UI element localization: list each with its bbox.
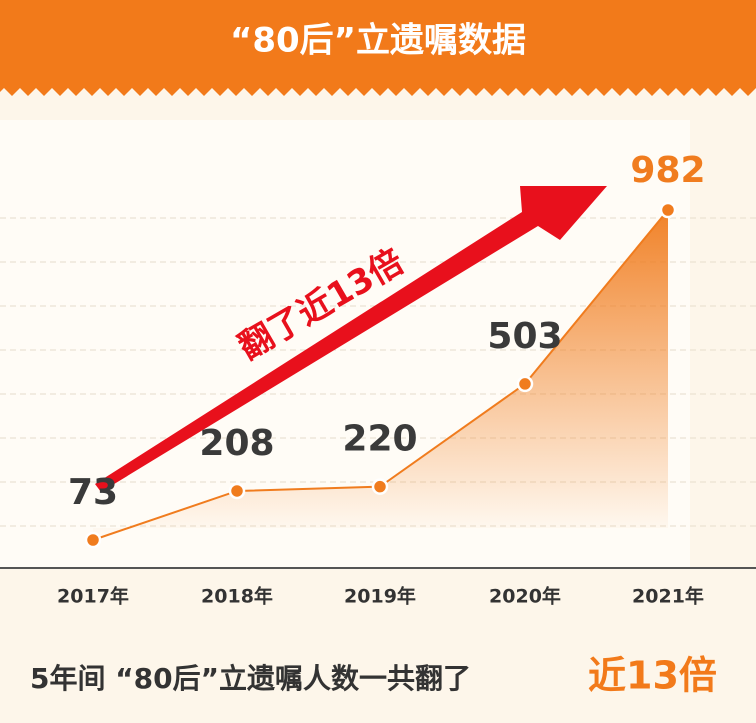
value-label: 208 <box>199 423 274 464</box>
trend-arrow <box>95 186 607 492</box>
area <box>93 210 668 540</box>
footer-text: 5年间 “80后”立遗嘱人数一共翻了 <box>30 662 471 695</box>
x-tick-label: 2018年 <box>201 585 273 608</box>
x-tick-label: 2017年 <box>57 585 129 608</box>
footer-highlight: 近13倍 <box>588 654 717 698</box>
x-tick-label: 2021年 <box>632 585 704 608</box>
value-label: 503 <box>487 316 562 357</box>
x-tick-label: 2020年 <box>489 585 561 608</box>
chart-title: “80后”立遗嘱数据 <box>230 21 526 61</box>
point <box>371 478 389 495</box>
value-label: 982 <box>630 150 705 191</box>
header-band <box>0 0 756 96</box>
point <box>84 531 102 549</box>
point <box>228 482 246 500</box>
x-tick-label: 2019年 <box>344 585 416 608</box>
point <box>516 375 534 393</box>
value-label: 73 <box>68 472 118 513</box>
value-label: 220 <box>342 419 417 460</box>
point <box>659 201 677 219</box>
